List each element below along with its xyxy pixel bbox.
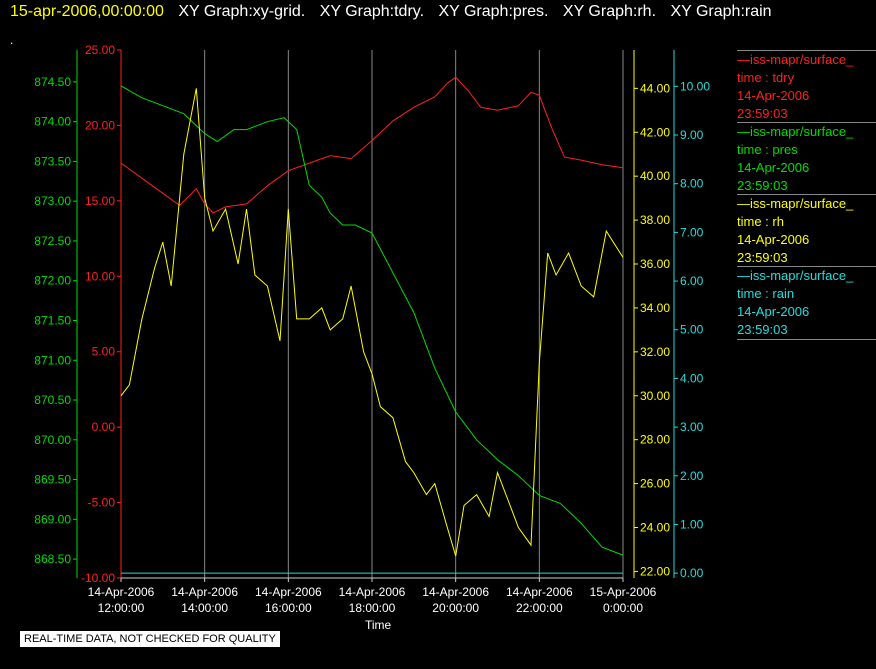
y-tick-label-tdry: 15.00 xyxy=(85,194,115,208)
x-tick-label-date: 14-Apr-2006 xyxy=(88,585,155,599)
title-segment-pres: XY Graph:pres. xyxy=(438,3,549,20)
y-tick-label-rain: 3.00 xyxy=(680,420,704,434)
x-tick-label-date: 14-Apr-2006 xyxy=(422,585,489,599)
y-tick-label-pres: 870.50 xyxy=(34,393,71,407)
legend-date-rh: 14-Apr-2006 xyxy=(737,232,810,247)
y-tick-label-rain: 10.00 xyxy=(680,79,710,93)
legend-item-tdry: —iss-mapr/surface_ time : tdry 14-Apr-20… xyxy=(737,50,876,123)
x-tick-label-date: 14-Apr-2006 xyxy=(506,585,573,599)
y-tick-label-tdry: -5.00 xyxy=(88,496,116,510)
y-tick-label-pres: 871.00 xyxy=(34,353,71,367)
y-tick-label-rh: 40.00 xyxy=(640,169,670,183)
legend-label-tdry: time : tdry xyxy=(737,70,795,85)
legend-time-tdry: 23:59:03 xyxy=(737,106,788,121)
title-segment-rain: XY Graph:rain xyxy=(670,3,772,20)
legend-date-tdry: 14-Apr-2006 xyxy=(737,88,810,103)
series-line-pres xyxy=(120,85,624,556)
y-tick-label-tdry: 25.00 xyxy=(85,43,115,57)
y-tick-label-rh: 22.00 xyxy=(640,564,670,578)
y-tick-label-rh: 42.00 xyxy=(640,125,670,139)
y-tick-label-pres: 874.00 xyxy=(34,115,71,129)
y-tick-label-rain: 9.00 xyxy=(680,128,704,142)
legend-label-rain: time : rain xyxy=(737,286,795,301)
y-tick-label-tdry: 10.00 xyxy=(85,269,115,283)
y-tick-label-tdry: 0.00 xyxy=(92,420,116,434)
y-axis-rh: 22.00 24.00 26.00 28.00 30.00 32.00 34.00 36.00… xyxy=(633,50,670,578)
y-tick-label-rain: 7.00 xyxy=(680,225,704,239)
y-tick-label-pres: 869.00 xyxy=(34,512,71,526)
y-tick-label-tdry: 20.00 xyxy=(85,118,115,132)
x-tick-label-date: 14-Apr-2006 xyxy=(255,585,322,599)
y-tick-label-pres: 869.50 xyxy=(34,473,71,487)
x-tick-label-time: 22:00:00 xyxy=(516,601,563,615)
title-segment-tdry: XY Graph:tdry. xyxy=(319,3,425,20)
legend-item-rh: —iss-mapr/surface_ time : rh 14-Apr-2006… xyxy=(737,194,876,267)
y-tick-label-tdry: -10.00 xyxy=(81,571,115,585)
y-tick-label-pres: 871.50 xyxy=(34,313,71,327)
y-tick-label-tdry: 5.00 xyxy=(92,345,116,359)
y-axis-pres: 868.50 869.00 869.50 870.00 870.50 871.00 871.… xyxy=(34,50,78,578)
y-tick-label-rh: 32.00 xyxy=(640,345,670,359)
legend-time-pres: 23:59:03 xyxy=(737,178,788,193)
x-tick-label-time: 14:00:00 xyxy=(181,601,228,615)
x-tick-label-time: 0:00:00 xyxy=(603,601,643,615)
series-group xyxy=(120,76,624,574)
y-tick-label-pres: 870.00 xyxy=(34,433,71,447)
y-tick-label-pres: 873.00 xyxy=(34,194,71,208)
y-tick-label-rh: 24.00 xyxy=(640,520,670,534)
title-segment-xy-grid: XY Graph:xy-grid. xyxy=(178,3,306,20)
y-tick-label-rh: 26.00 xyxy=(640,477,670,491)
y-tick-label-rain: 5.00 xyxy=(680,323,704,337)
series-line-tdry xyxy=(120,76,624,214)
x-axis-label: Time xyxy=(365,618,392,632)
x-tick-label-date: 14-Apr-2006 xyxy=(339,585,406,599)
y-tick-label-rain: 6.00 xyxy=(680,274,704,288)
y-axis-rain: 0.00 1.00 2.00 3.00 4.00 5.00 6.00 7.00 8.00 9.00… xyxy=(673,50,710,580)
legend-series-rain: —iss-mapr/surface_ xyxy=(737,266,876,285)
legend-item-pres: —iss-mapr/surface_ time : pres 14-Apr-20… xyxy=(737,122,876,195)
series-line-rh xyxy=(120,88,624,557)
y-tick-label-rain: 2.00 xyxy=(680,469,704,483)
legend-series-pres: —iss-mapr/surface_ xyxy=(737,122,876,141)
y-tick-label-pres: 872.00 xyxy=(34,274,71,288)
x-tick-label-time: 16:00:00 xyxy=(265,601,312,615)
title-segment-rh: XY Graph:rh. xyxy=(562,3,657,20)
quality-warning-note: REAL-TIME DATA, NOT CHECKED FOR QUALITY xyxy=(20,631,280,647)
legend-label-rh: time : rh xyxy=(737,214,784,229)
title-date: 15-apr-2006,00:00:00 xyxy=(10,3,164,20)
y-tick-label-rain: 4.00 xyxy=(680,371,704,385)
grid-lines xyxy=(120,50,624,578)
legend-series-tdry: —iss-mapr/surface_ xyxy=(737,50,876,69)
y-tick-label-rain: 1.00 xyxy=(680,517,704,531)
x-tick-label-time: 20:00:00 xyxy=(432,601,479,615)
y-tick-label-rh: 38.00 xyxy=(640,213,670,227)
y-tick-label-rh: 34.00 xyxy=(640,301,670,315)
y-axis-tdry: -10.00 -5.00 0.00 5.00 10.00 15.00 20.00 25.00 xyxy=(81,43,122,585)
y-tick-label-rh: 30.00 xyxy=(640,389,670,403)
legend-label-pres: time : pres xyxy=(737,142,798,157)
legend-date-pres: 14-Apr-2006 xyxy=(737,160,810,175)
y-tick-label-rh: 28.00 xyxy=(640,433,670,447)
y-tick-label-rain: 8.00 xyxy=(680,177,704,191)
y-tick-label-pres: 868.50 xyxy=(34,552,71,566)
x-tick-label-date: 14-Apr-2006 xyxy=(171,585,238,599)
status-dot: . xyxy=(10,33,14,47)
legend-time-rh: 23:59:03 xyxy=(737,250,788,265)
y-tick-label-pres: 873.50 xyxy=(34,154,71,168)
x-tick-label-date: 15-Apr-2006 xyxy=(590,585,657,599)
x-axis-ticks: 14-Apr-2006 12:00:00 14-Apr-2006 14:00:00 14… xyxy=(88,578,657,615)
y-tick-label-rh: 36.00 xyxy=(640,257,670,271)
title-bar: 15-apr-2006,00:00:00 XY Graph:xy-grid. X… xyxy=(10,3,772,21)
y-tick-label-pres: 872.50 xyxy=(34,234,71,248)
y-tick-label-rh: 44.00 xyxy=(640,81,670,95)
x-tick-label-time: 12:00:00 xyxy=(98,601,145,615)
y-tick-label-pres: 874.50 xyxy=(34,75,71,89)
legend-item-rain: —iss-mapr/surface_ time : rain 14-Apr-20… xyxy=(737,266,876,340)
legend-series-rh: —iss-mapr/surface_ xyxy=(737,194,876,213)
y-tick-label-rain: 0.00 xyxy=(680,566,704,580)
x-tick-label-time: 18:00:00 xyxy=(349,601,396,615)
legend-time-rain: 23:59:03 xyxy=(737,321,876,340)
legend-date-rain: 14-Apr-2006 xyxy=(737,304,810,319)
